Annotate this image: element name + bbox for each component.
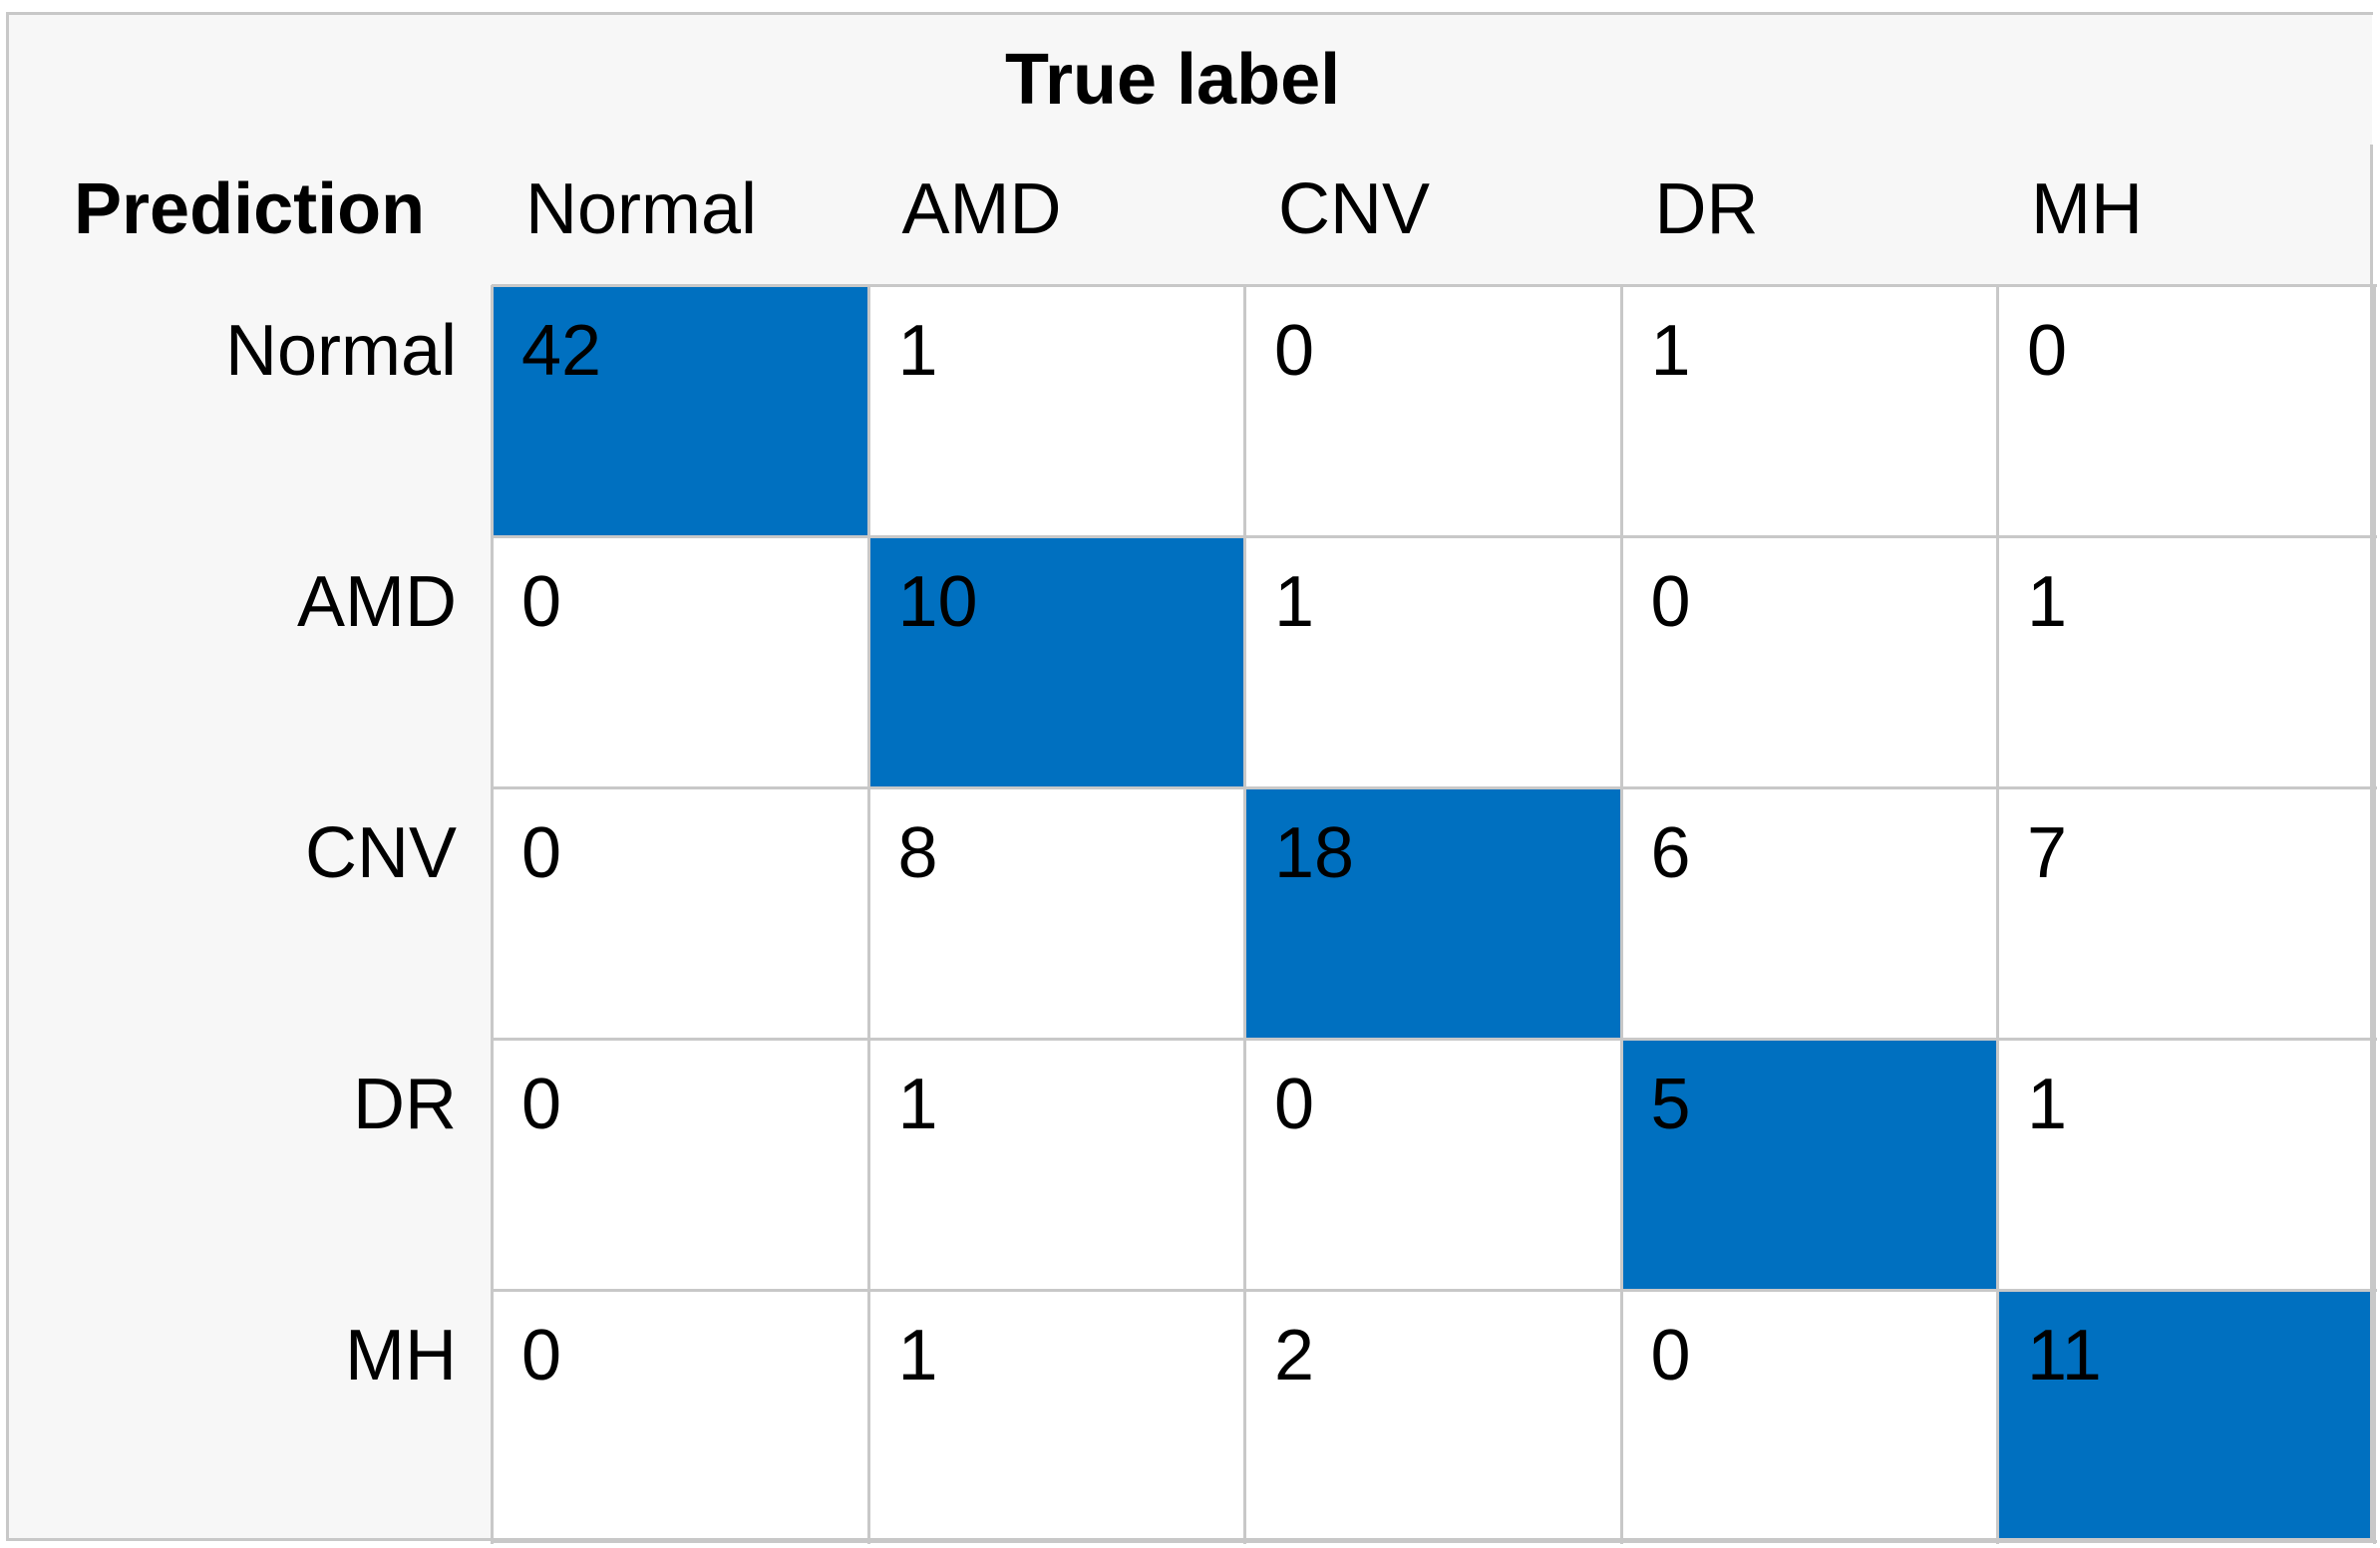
cell-value: 0 <box>1274 1065 1315 1144</box>
row-label-dr: DR <box>353 1065 457 1144</box>
cell-value: 10 <box>897 562 978 642</box>
row-axis-title: Prediction <box>74 169 426 249</box>
row-header-background <box>8 14 492 1539</box>
row-label-amd: AMD <box>297 562 457 642</box>
matrix-cell-dr-normal: 0 <box>492 1039 868 1290</box>
matrix-cell-cnv-mh: 7 <box>1997 787 2374 1039</box>
cell-value: 0 <box>1650 1316 1691 1395</box>
matrix-cell-amd-cnv: 1 <box>1244 536 1621 787</box>
matrix-cell-normal-dr: 1 <box>1620 285 1997 536</box>
column-label-dr: DR <box>1654 169 1759 249</box>
matrix-cell-amd-mh: 1 <box>1997 536 2374 787</box>
cell-value: 0 <box>1274 311 1315 391</box>
grid-row-line <box>492 284 2377 287</box>
grid-column-line <box>491 285 494 1544</box>
cell-value: 0 <box>521 1065 562 1144</box>
grid-column-line <box>1619 285 1623 1544</box>
column-axis-title: True label <box>1005 40 1341 120</box>
cell-value: 1 <box>1274 562 1315 642</box>
cell-value: 42 <box>521 311 602 391</box>
matrix-cell-dr-cnv: 0 <box>1244 1039 1621 1290</box>
cell-value: 1 <box>1650 311 1691 391</box>
frame-left-border <box>6 12 9 1541</box>
matrix-cell-cnv-normal: 0 <box>492 787 868 1039</box>
cell-value: 1 <box>897 311 938 391</box>
grid-column-line <box>1996 285 1999 1544</box>
grid-column-line <box>1243 285 1246 1544</box>
grid-row-line <box>492 786 2377 789</box>
frame-top-border <box>6 12 2373 15</box>
grid-column-line <box>866 285 870 1544</box>
cell-value: 1 <box>897 1316 938 1395</box>
column-label-amd: AMD <box>901 169 1062 249</box>
grid-row-line <box>492 1540 2377 1543</box>
cell-value: 11 <box>2027 1316 2102 1395</box>
matrix-cell-normal-normal: 42 <box>492 285 868 536</box>
cell-value: 0 <box>521 813 562 893</box>
matrix-cell-normal-mh: 0 <box>1997 285 2374 536</box>
matrix-cell-cnv-cnv: 18 <box>1244 787 1621 1039</box>
cell-value: 0 <box>2027 311 2068 391</box>
row-label-mh: MH <box>345 1316 457 1395</box>
cell-value: 0 <box>521 1316 562 1395</box>
column-label-mh: MH <box>2031 169 2143 249</box>
matrix-cell-amd-normal: 0 <box>492 536 868 787</box>
row-label-normal: Normal <box>224 311 457 391</box>
matrix-cell-mh-mh: 11 <box>1997 1290 2374 1541</box>
grid-row-line <box>492 535 2377 538</box>
row-label-cnv: CNV <box>304 813 457 893</box>
cell-value: 6 <box>1650 813 1691 893</box>
matrix-cell-amd-dr: 0 <box>1620 536 1997 787</box>
matrix-cell-mh-amd: 1 <box>867 1290 1244 1541</box>
matrix-cell-amd-amd: 10 <box>867 536 1244 787</box>
cell-value: 0 <box>1650 562 1691 642</box>
grid-column-line <box>2372 285 2376 1544</box>
cell-value: 18 <box>1274 813 1355 893</box>
matrix-cell-cnv-dr: 6 <box>1620 787 1997 1039</box>
matrix-cell-cnv-amd: 8 <box>867 787 1244 1039</box>
matrix-cell-dr-dr: 5 <box>1620 1039 1997 1290</box>
matrix-cell-normal-cnv: 0 <box>1244 285 1621 536</box>
cell-value: 5 <box>1650 1065 1691 1144</box>
cell-value: 0 <box>521 562 562 642</box>
cell-value: 1 <box>2027 1065 2068 1144</box>
cell-value: 2 <box>1274 1316 1315 1395</box>
grid-row-line <box>492 1038 2377 1041</box>
cell-value: 1 <box>897 1065 938 1144</box>
matrix-cell-mh-cnv: 2 <box>1244 1290 1621 1541</box>
matrix-cell-dr-mh: 1 <box>1997 1039 2374 1290</box>
matrix-cell-dr-amd: 1 <box>867 1039 1244 1290</box>
column-label-normal: Normal <box>525 169 758 249</box>
column-label-cnv: CNV <box>1278 169 1431 249</box>
cell-value: 1 <box>2027 562 2068 642</box>
matrix-cell-mh-normal: 0 <box>492 1290 868 1541</box>
cell-value: 7 <box>2027 813 2068 893</box>
frame-bottom-border <box>6 1538 2373 1541</box>
frame-right-border <box>2370 145 2373 1541</box>
matrix-cell-normal-amd: 1 <box>867 285 1244 536</box>
grid-row-line <box>492 1289 2377 1292</box>
matrix-cell-mh-dr: 0 <box>1620 1290 1997 1541</box>
cell-value: 8 <box>897 813 938 893</box>
